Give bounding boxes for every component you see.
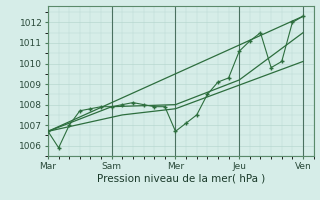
X-axis label: Pression niveau de la mer( hPa ): Pression niveau de la mer( hPa ) xyxy=(97,173,265,183)
